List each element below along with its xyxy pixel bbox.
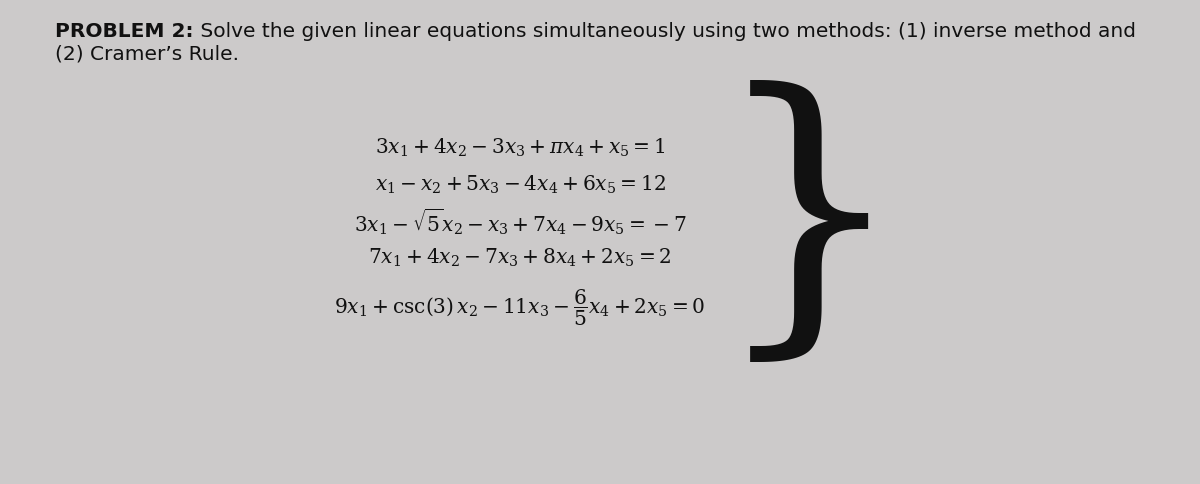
Text: Solve the given linear equations simultaneously using two methods: (1) inverse m: Solve the given linear equations simulta… [193, 22, 1135, 41]
Text: (2) Cramer’s Rule.: (2) Cramer’s Rule. [55, 45, 239, 63]
Text: $x_1 - x_2 + 5x_3 - 4x_4 + 6x_5 = 12$: $x_1 - x_2 + 5x_3 - 4x_4 + 6x_5 = 12$ [374, 173, 665, 196]
Text: $9x_1 + \mathrm{csc}(3)\, x_2 - 11x_3 - \dfrac{6}{5}x_4 + 2x_5 = 0$: $9x_1 + \mathrm{csc}(3)\, x_2 - 11x_3 - … [335, 287, 706, 328]
Text: $3x_1 - \sqrt{5}x_2 - x_3 + 7x_4 - 9x_5 = -7$: $3x_1 - \sqrt{5}x_2 - x_3 + 7x_4 - 9x_5 … [354, 206, 686, 237]
Text: $7x_1 + 4x_2 - 7x_3 + 8x_4 + 2x_5 = 2$: $7x_1 + 4x_2 - 7x_3 + 8x_4 + 2x_5 = 2$ [368, 246, 672, 269]
Text: $\}$: $\}$ [710, 80, 869, 375]
Text: $3x_1 + 4x_2 - 3x_3 + \pi x_4 + x_5 = 1$: $3x_1 + 4x_2 - 3x_3 + \pi x_4 + x_5 = 1$ [374, 136, 665, 159]
Text: PROBLEM 2:: PROBLEM 2: [55, 22, 193, 41]
